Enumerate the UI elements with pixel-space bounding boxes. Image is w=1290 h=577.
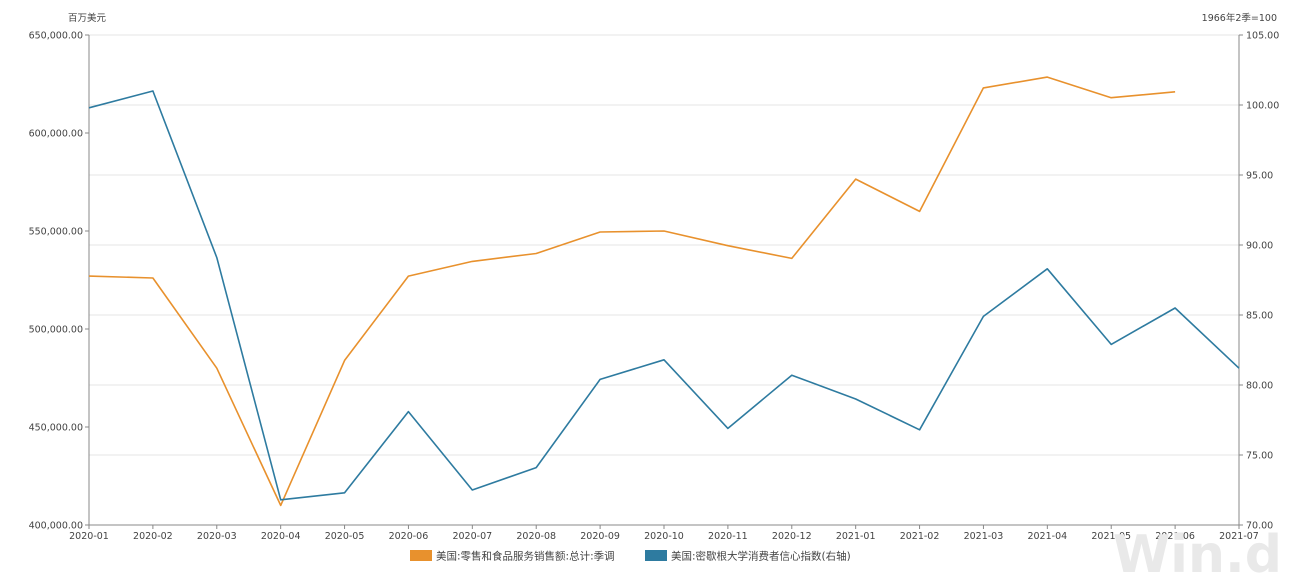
legend-swatch — [645, 550, 667, 561]
right-axis-tick-label: 100.00 — [1246, 101, 1279, 112]
x-axis-tick-label: 2020-12 — [772, 531, 812, 542]
x-axis-tick-label: 2020-04 — [261, 531, 301, 542]
right-axis-tick-label: 70.00 — [1246, 521, 1273, 532]
right-axis-tick-label: 90.00 — [1246, 241, 1273, 252]
watermark-logo: Win.d — [1113, 525, 1282, 577]
x-axis-tick-label: 2020-06 — [389, 531, 429, 542]
x-axis-tick-label: 2021-07 — [1219, 531, 1259, 542]
series-lines — [88, 76, 1240, 507]
left-axis-tick-label: 550,000.00 — [29, 227, 83, 238]
x-axis-tick-label: 2021-01 — [836, 531, 876, 542]
x-axis-tick-label: 2020-03 — [197, 531, 237, 542]
legend-label: 美国:密歇根大学消费者信心指数(右轴) — [671, 550, 851, 563]
x-axis-tick-label: 2020-11 — [708, 531, 748, 542]
x-axis-tick-label: 2021-04 — [1027, 531, 1067, 542]
x-axis-tick-label: 2021-05 — [1091, 531, 1131, 542]
gridlines — [89, 34, 1239, 456]
x-axis-tick-label: 2020-07 — [452, 531, 492, 542]
axes: 400,000.00 450,000.00 500,000.00 550,000.00… — [29, 31, 1280, 543]
x-axis-tick-label: 2020-01 — [69, 531, 109, 542]
x-axis-tick-label: 2021-02 — [900, 531, 940, 542]
left-axis-tick-label: 600,000.00 — [29, 129, 83, 140]
right-axis-tick-label: 80.00 — [1246, 381, 1273, 392]
left-axis-tick-label: 650,000.00 — [29, 31, 83, 42]
x-axis-tick-label: 2020-10 — [644, 531, 684, 542]
legend-label: 美国:零售和食品服务销售额:总计:季调 — [436, 550, 615, 563]
x-axis-tick-label: 2020-09 — [580, 531, 620, 542]
right-axis-tick-label: 85.00 — [1246, 311, 1273, 322]
x-axis-tick-label: 2020-08 — [516, 531, 556, 542]
x-axis-tick-label: 2021-06 — [1155, 531, 1195, 542]
x-axis-tick-label: 2020-02 — [133, 531, 173, 542]
x-axis-tick-label: 2020-05 — [325, 531, 365, 542]
series-line-consumer-sentiment — [88, 90, 1240, 501]
legend-swatch — [410, 550, 432, 561]
left-axis-tick-label: 400,000.00 — [29, 521, 83, 532]
right-axis-tick-label: 75.00 — [1246, 451, 1273, 462]
right-axis-tick-label: 95.00 — [1246, 171, 1273, 182]
left-axis-tick-label: 450,000.00 — [29, 423, 83, 434]
left-axis-tick-label: 500,000.00 — [29, 325, 83, 336]
right-axis-tick-label: 105.00 — [1246, 31, 1279, 42]
left-axis-unit: 百万美元 — [68, 12, 107, 24]
right-axis-unit: 1966年2季=100 — [1202, 12, 1277, 24]
series-line-retail-sales — [88, 76, 1176, 507]
legend: 美国:零售和食品服务销售额:总计:季调 美国:密歇根大学消费者信心指数(右轴) — [410, 550, 851, 563]
x-axis-tick-label: 2021-03 — [964, 531, 1004, 542]
